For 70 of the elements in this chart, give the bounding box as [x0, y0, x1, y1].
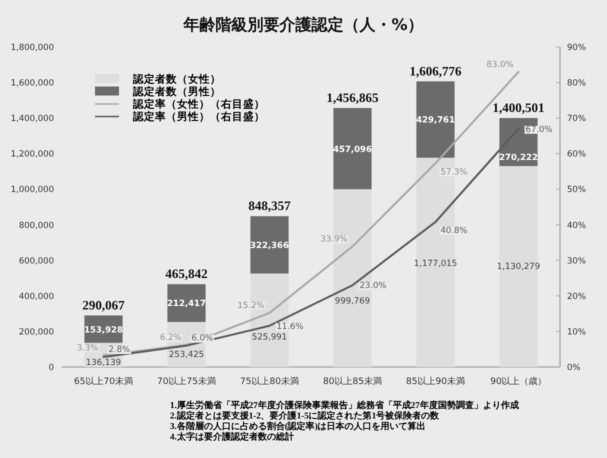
data-label: 322,366 [250, 241, 289, 252]
y-tick-label: 200,000 [18, 327, 54, 338]
y-tick-label: 1,600,000 [10, 78, 54, 89]
text: 1.厚生労働省「平成27年度介護保険事業報告」総務省「平成27年度国勢調査」より作成 [170, 400, 519, 410]
data-label: 153,928 [84, 325, 123, 336]
y2-tick-label: 60% [567, 150, 586, 160]
legend-label: 認定者数（女性） [132, 72, 221, 86]
data-label: 457,096 [333, 145, 372, 155]
data-label: 1,177,015 [414, 258, 458, 269]
data-label: 999,769 [334, 296, 370, 306]
x-tick-label: 65以上70未満 [74, 376, 133, 387]
text: 4.太字は要介護認定者数の総計 [170, 432, 294, 442]
data-label: 40.8% [440, 226, 468, 236]
total-label: 1,456,865 [326, 90, 379, 105]
data-label: 212,417 [167, 299, 206, 310]
y2-tick-label: 80% [567, 78, 586, 89]
data-label: 11.6% [276, 322, 304, 332]
bar [333, 108, 372, 190]
legend-label: 認定者数（男性） [132, 85, 221, 98]
x-tick-label: 90以上（歳） [490, 376, 547, 387]
y-tick-label: 1,800,000 [10, 43, 54, 53]
data-label: 23.0% [360, 281, 387, 292]
data-label: 525,991 [252, 332, 288, 342]
data-label: 33.9% [320, 234, 348, 244]
y-tick-label: 1,400,000 [10, 114, 54, 124]
text: 3.各階層の人口に占める割合(認定率)は日本の人口を用いて算出 [170, 421, 426, 431]
total-label: 1,606,776 [410, 63, 462, 78]
data-label: 270,222 [499, 153, 538, 164]
bar [499, 166, 538, 367]
y2-tick-label: 90% [567, 43, 586, 53]
x-tick-label: 80以上85未満 [323, 376, 382, 387]
y2-tick-label: 40% [567, 220, 586, 231]
y-tick-label: 800,000 [18, 220, 54, 231]
data-label: 3.3% [76, 343, 98, 354]
data-label: 6.2% [160, 332, 182, 343]
x-tick-label: 75以上80未満 [240, 376, 299, 387]
data-label: 6.0% [192, 334, 214, 344]
data-label: 136,139 [86, 358, 122, 368]
data-label: 57.3% [440, 167, 468, 178]
total-label: 1,400,501 [492, 100, 544, 116]
y-tick-label: 0 [48, 363, 54, 373]
data-label: 15.2% [237, 300, 264, 311]
data-label: 429,761 [416, 115, 455, 126]
y2-tick-label: 0% [567, 363, 580, 373]
total-label: 848,357 [248, 198, 292, 214]
y2-tick-label: 30% [567, 256, 586, 266]
chart-title: 年齢階級別要介護認定（人・%） [182, 15, 424, 34]
y2-tick-label: 10% [567, 327, 586, 338]
data-label: 2.8% [108, 345, 130, 356]
y2-tick-label: 50% [567, 185, 586, 196]
x-tick-label: 85以上90未満 [406, 376, 465, 387]
y2-tick-label: 20% [567, 292, 586, 302]
legend-label: 認定率（男性）（右目盛） [132, 110, 265, 123]
total-label: 465,842 [165, 266, 208, 282]
data-label: 253,425 [168, 350, 204, 360]
bar [250, 216, 289, 274]
x-tick-label: 70以上75未満 [157, 376, 216, 387]
y-tick-label: 400,000 [18, 292, 54, 302]
text: 2.認定者とは要支援1-2、要介護1-5に認定された第1号被保険者の数 [170, 410, 440, 420]
total-label: 290,067 [82, 297, 126, 312]
y2-tick-label: 70% [567, 114, 586, 124]
data-label: 1,130,279 [496, 262, 540, 272]
y-tick-label: 1,000,000 [10, 185, 54, 196]
bar [416, 81, 455, 158]
y-tick-label: 1,200,000 [10, 150, 54, 160]
legend-label: 認定率（女性）（右目盛） [132, 98, 265, 110]
y-tick-label: 600,000 [18, 256, 54, 266]
data-label: 83.0% [486, 60, 514, 70]
data-label: 67.0% [526, 124, 553, 135]
bar [167, 284, 206, 322]
